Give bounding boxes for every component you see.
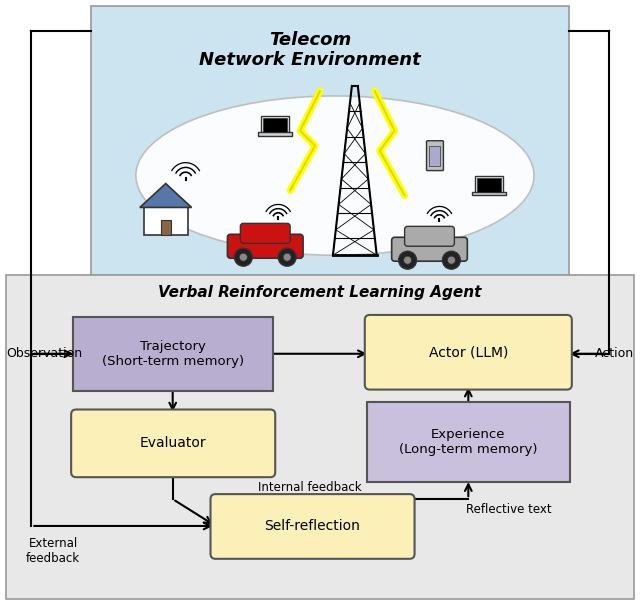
Text: Internal feedback: Internal feedback — [258, 481, 362, 493]
Bar — [259, 132, 292, 136]
Text: Reflective text: Reflective text — [467, 503, 552, 516]
Bar — [263, 118, 287, 132]
Text: feedback: feedback — [26, 552, 80, 565]
FancyBboxPatch shape — [241, 223, 290, 243]
Text: Trajectory
(Short-term memory): Trajectory (Short-term memory) — [102, 340, 244, 368]
Text: Network Environment: Network Environment — [199, 51, 421, 69]
FancyBboxPatch shape — [71, 410, 275, 477]
Polygon shape — [140, 184, 191, 207]
FancyBboxPatch shape — [367, 402, 570, 482]
Bar — [429, 146, 440, 165]
Text: Action: Action — [595, 347, 634, 360]
Text: Evaluator: Evaluator — [140, 436, 207, 451]
Text: Observation: Observation — [6, 347, 83, 360]
Circle shape — [399, 251, 417, 269]
Text: Verbal Reinforcement Learning Agent: Verbal Reinforcement Learning Agent — [158, 285, 482, 300]
FancyBboxPatch shape — [211, 494, 415, 559]
Text: Telecom: Telecom — [269, 31, 351, 50]
Bar — [161, 220, 171, 236]
Bar — [477, 178, 501, 191]
Circle shape — [239, 253, 247, 261]
Bar — [144, 207, 188, 236]
Text: Self-reflection: Self-reflection — [264, 519, 360, 533]
FancyBboxPatch shape — [404, 226, 454, 246]
FancyBboxPatch shape — [227, 234, 303, 258]
Circle shape — [234, 248, 252, 266]
Circle shape — [442, 251, 460, 269]
Text: Experience
(Long-term memory): Experience (Long-term memory) — [399, 428, 538, 456]
Bar — [476, 176, 503, 193]
FancyBboxPatch shape — [392, 237, 467, 261]
Ellipse shape — [136, 96, 534, 255]
Circle shape — [283, 253, 291, 261]
Text: Actor (LLM): Actor (LLM) — [429, 345, 508, 359]
FancyBboxPatch shape — [365, 315, 572, 390]
FancyBboxPatch shape — [426, 141, 444, 170]
Bar — [472, 191, 506, 196]
FancyBboxPatch shape — [73, 317, 273, 391]
Bar — [261, 116, 289, 133]
Text: External: External — [29, 538, 78, 550]
FancyBboxPatch shape — [91, 7, 569, 275]
Circle shape — [404, 256, 412, 264]
Bar — [6, 275, 634, 599]
Circle shape — [447, 256, 456, 264]
Circle shape — [278, 248, 296, 266]
